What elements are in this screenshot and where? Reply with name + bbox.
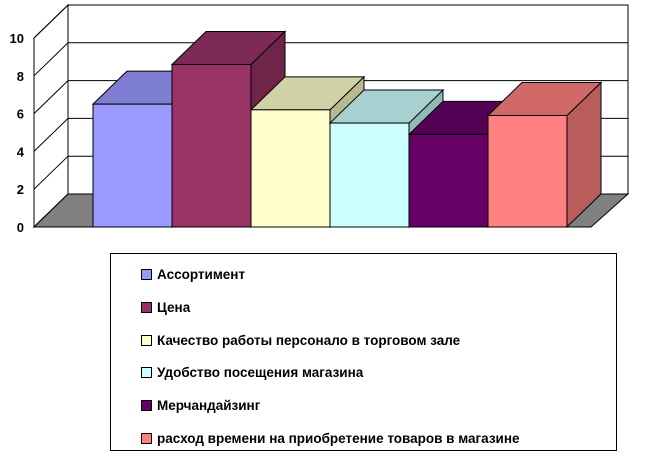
legend-item-assortment: Ассортимент [141, 264, 245, 284]
y-tick-label: 4 [17, 144, 25, 159]
legend-swatch [141, 334, 152, 346]
legend-swatch [141, 268, 152, 280]
bar-front [408, 133, 489, 228]
bar-6 [486, 81, 603, 229]
gridline [33, 80, 628, 114]
legend-swatch [141, 432, 152, 444]
legend-swatch [141, 399, 152, 411]
legend-item-price: Цена [141, 297, 190, 317]
legend-label: Качество работы персонало в торговом зал… [157, 332, 461, 348]
legend-label: Цена [157, 299, 191, 315]
legend-label: Удобство посещения магазина [157, 364, 364, 380]
legend-label: расход времени на приобретение товаров в… [157, 430, 520, 446]
y-tick-label: 0 [17, 220, 24, 235]
legend-item-store-convenience: Удобство посещения магазина [141, 362, 363, 382]
legend-label: Ассортимент [157, 266, 246, 282]
legend-item-staff-quality: Качество работы персонало в торговом зал… [141, 330, 460, 350]
gridline [33, 42, 628, 77]
side-wall [33, 3, 69, 229]
y-axis-ticks: 0 2 4 6 8 10 [10, 31, 25, 235]
legend-item-merchandising: Мерчандайзинг [141, 395, 260, 415]
chart-bars [91, 30, 603, 229]
y-tick-label: 6 [17, 107, 24, 122]
y-tick-label: 10 [10, 31, 24, 46]
legend-item-time-spent: расход времени на приобретение товаров в… [141, 428, 520, 448]
legend-swatch [141, 366, 152, 378]
y-tick-label: 2 [17, 182, 24, 197]
chart-plot: 0 2 4 6 8 10 [10, 3, 630, 235]
bar-front [92, 103, 173, 228]
y-tick-label: 8 [17, 69, 24, 84]
legend: Ассортимент Цена Качество работы персона… [110, 253, 617, 451]
legend-swatch [141, 301, 152, 313]
bar-front [171, 63, 252, 228]
bar-front [329, 122, 410, 228]
gridline [33, 4, 628, 39]
bar-front [487, 114, 568, 228]
bar-front [250, 109, 331, 228]
legend-label: Мерчандайзинг [157, 397, 261, 413]
